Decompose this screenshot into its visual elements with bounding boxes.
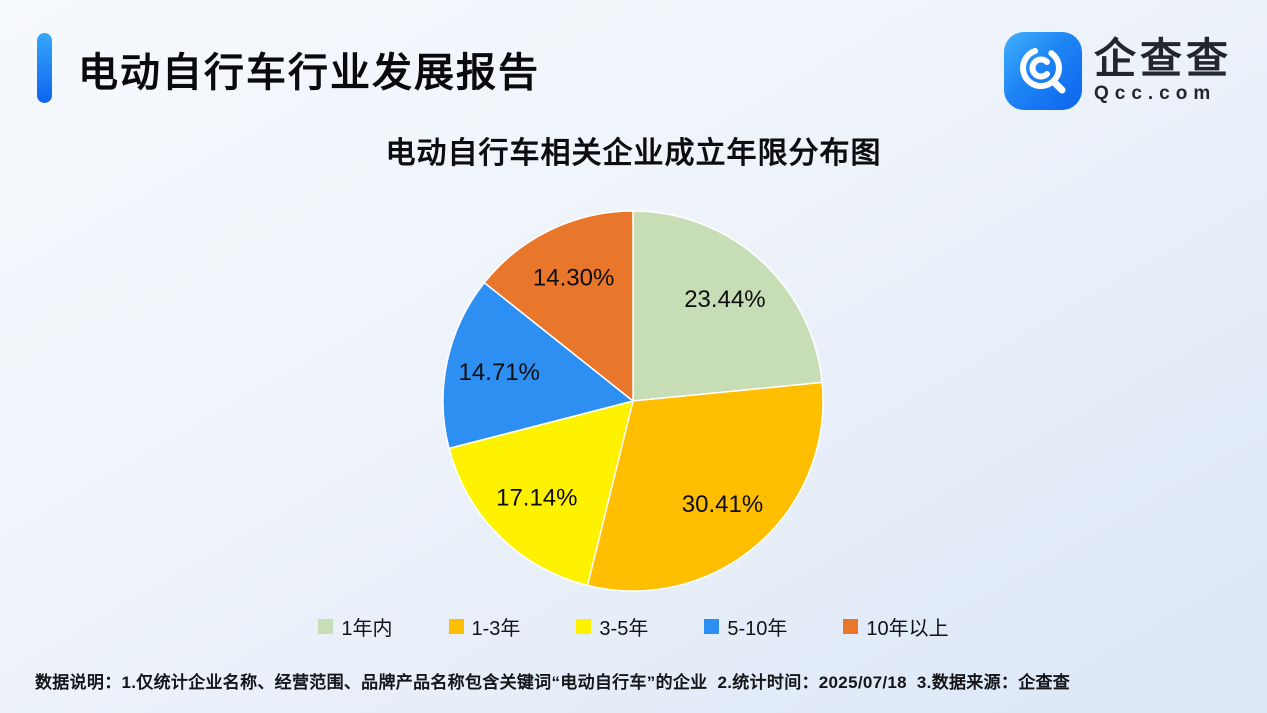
legend-item-3-5-years: 3-5年 [576, 612, 648, 641]
legend-item-5-10-years: 5-10年 [704, 612, 787, 641]
legend-swatch [448, 619, 464, 634]
legend-label: 1-3年 [471, 618, 521, 640]
legend-label: 3-5年 [599, 618, 649, 640]
title-accent-bar [37, 33, 52, 103]
legend-swatch [843, 619, 859, 634]
qcc-magnifier-icon [1003, 32, 1082, 110]
legend-swatch [576, 619, 592, 634]
chart-title: 电动自行车相关企业成立年限分布图 [385, 137, 882, 170]
logo-domain: Qcc.com [1093, 83, 1217, 105]
pie-label-4: 14.30% [533, 264, 614, 291]
pie-slice-0 [632, 210, 823, 402]
footer-note: 数据说明：1.仅统计企业名称、经营范围、品牌产品名称包含关键词“电动自行车”的企… [35, 673, 1071, 692]
legend-swatch [704, 619, 720, 634]
pie-chart-area: 23.44% 30.41% 17.14% 14.71% 14.30% [423, 191, 843, 611]
pie-chart: 23.44% 30.41% 17.14% 14.71% 14.30% [442, 210, 824, 592]
legend-item-over-10-years: 10年以上 [843, 612, 949, 641]
legend-label: 10年以上 [866, 618, 949, 640]
pie-slice-1 [586, 381, 824, 592]
qcc-logo: 企查查 Qcc.com [1003, 32, 1232, 110]
page-title: 电动自行车行业发展报告 [78, 51, 540, 95]
logo-name-cn: 企查查 [1093, 34, 1232, 82]
legend-label: 1年内 [341, 618, 393, 640]
pie-label-0: 23.44% [684, 286, 765, 313]
legend-label: 5-10年 [727, 618, 788, 640]
pie-label-3: 14.71% [458, 359, 539, 386]
logo-text: 企查查 Qcc.com [1093, 34, 1232, 105]
pie-label-2: 17.14% [496, 485, 577, 512]
pie-slice-4 [483, 210, 634, 402]
legend-item-1-3-years: 1-3年 [448, 612, 521, 641]
pie-slice-3 [442, 281, 634, 450]
legend-swatch [318, 619, 334, 634]
chart-legend: 1年内 1-3年 3-5年 5-10年 10年以上 [0, 612, 1267, 641]
pie-label-1: 30.41% [682, 491, 763, 518]
pie-slice-2 [448, 400, 634, 587]
legend-item-1-year-within: 1年内 [318, 612, 393, 641]
